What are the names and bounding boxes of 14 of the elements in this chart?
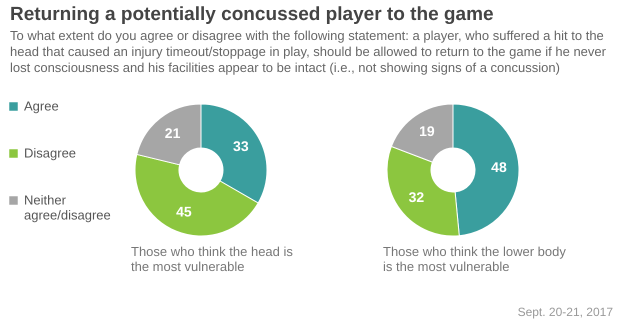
legend-label: Neither agree/disagree <box>24 192 111 222</box>
data-label: 32 <box>408 188 424 205</box>
slice-label: Those who think the head is the most vulnerable <box>131 244 294 274</box>
text: Sept. 20-21, 2017 <box>518 305 613 319</box>
data-label: 33 <box>233 138 249 154</box>
legend-label: Disagree <box>24 146 76 160</box>
slice-label: Those who think the lower body is the most vulnerable <box>383 244 566 274</box>
data-label: 19 <box>419 123 435 140</box>
data-label: 21 <box>164 124 181 141</box>
legend-label: Agree <box>24 98 59 114</box>
data-label: 48 <box>491 158 507 175</box>
data-label: 45 <box>176 204 192 220</box>
chart-title: Returning a potentially concussed player to the game <box>10 4 494 26</box>
chart-subtitle: To what extent do you agree or disagree with the following statement: a player, who suffered a hit to the head that caused an injury timeout/stoppage in play, should be allowed to return to the game if he never lost consciousness and his facilities appear to be intact (i.e., not showing signs of a concussion) <box>10 28 607 76</box>
